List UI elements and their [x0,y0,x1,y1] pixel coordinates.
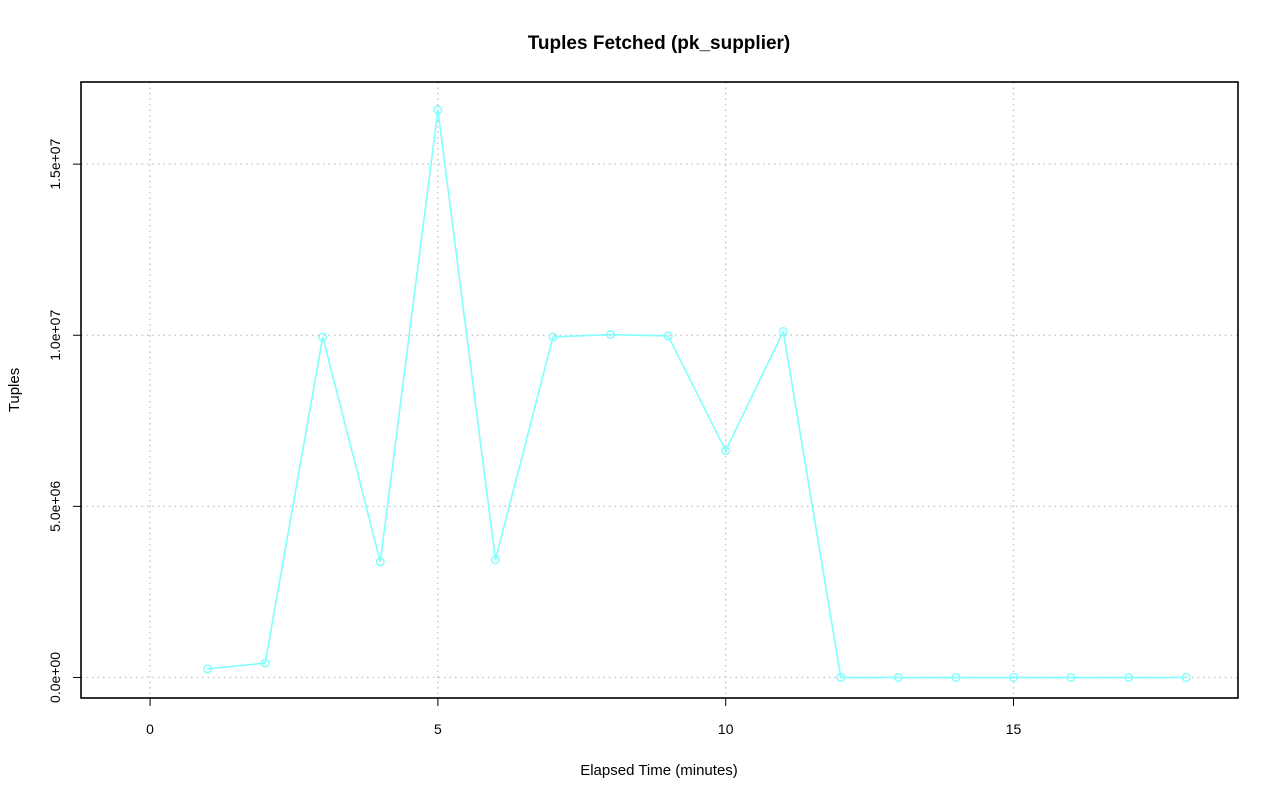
x-tick-label: 5 [434,721,442,737]
data-point [893,672,903,682]
data-point [721,446,731,456]
data-point [778,326,788,336]
series-line-segment [494,336,554,560]
series-line-segment [724,331,784,451]
series-line-segment [264,336,324,664]
data-point [548,332,558,342]
x-tick-label: 0 [146,721,154,737]
y-tick-label: 0.0e+00 [47,652,63,703]
data-point [1181,672,1191,682]
data-point [606,330,616,340]
data-point [318,332,328,342]
y-tick-label: 1.5e+07 [47,138,63,189]
series-line-segment [667,335,727,451]
data-point [1009,672,1019,682]
data-point [663,331,673,341]
series-line-segment [610,333,669,337]
data-point [203,664,213,674]
grid [81,82,1238,698]
series-line-segment [437,109,497,560]
series-line-segment [782,331,842,678]
series-line-segment [207,662,266,670]
data-point [1066,672,1076,682]
series-group [203,105,1191,682]
x-tick-label: 10 [718,721,734,737]
x-tick-label: 15 [1006,721,1022,737]
data-point [260,658,270,668]
data-point [490,555,500,565]
y-tick-label: 5.0e+06 [47,481,63,532]
series-line-segment [552,333,611,338]
chart-title: Tuples Fetched (pk_supplier) [528,33,791,54]
data-point [836,672,846,682]
series-line-segment [379,109,439,562]
y-axis-label: Tuples [6,368,23,412]
data-point [951,672,961,682]
data-point [433,105,443,115]
data-point [375,557,385,567]
series-line-segment [321,336,382,562]
axis-ticks: 0 5 10 15 0.0e+00 5.0e+06 1.0e+07 1.5e+07 [47,138,1022,737]
y-tick-label: 1.0e+07 [47,310,63,361]
data-point [1124,672,1134,682]
plot-frame [80,81,1239,699]
x-axis-label: Elapsed Time (minutes) [580,762,738,779]
